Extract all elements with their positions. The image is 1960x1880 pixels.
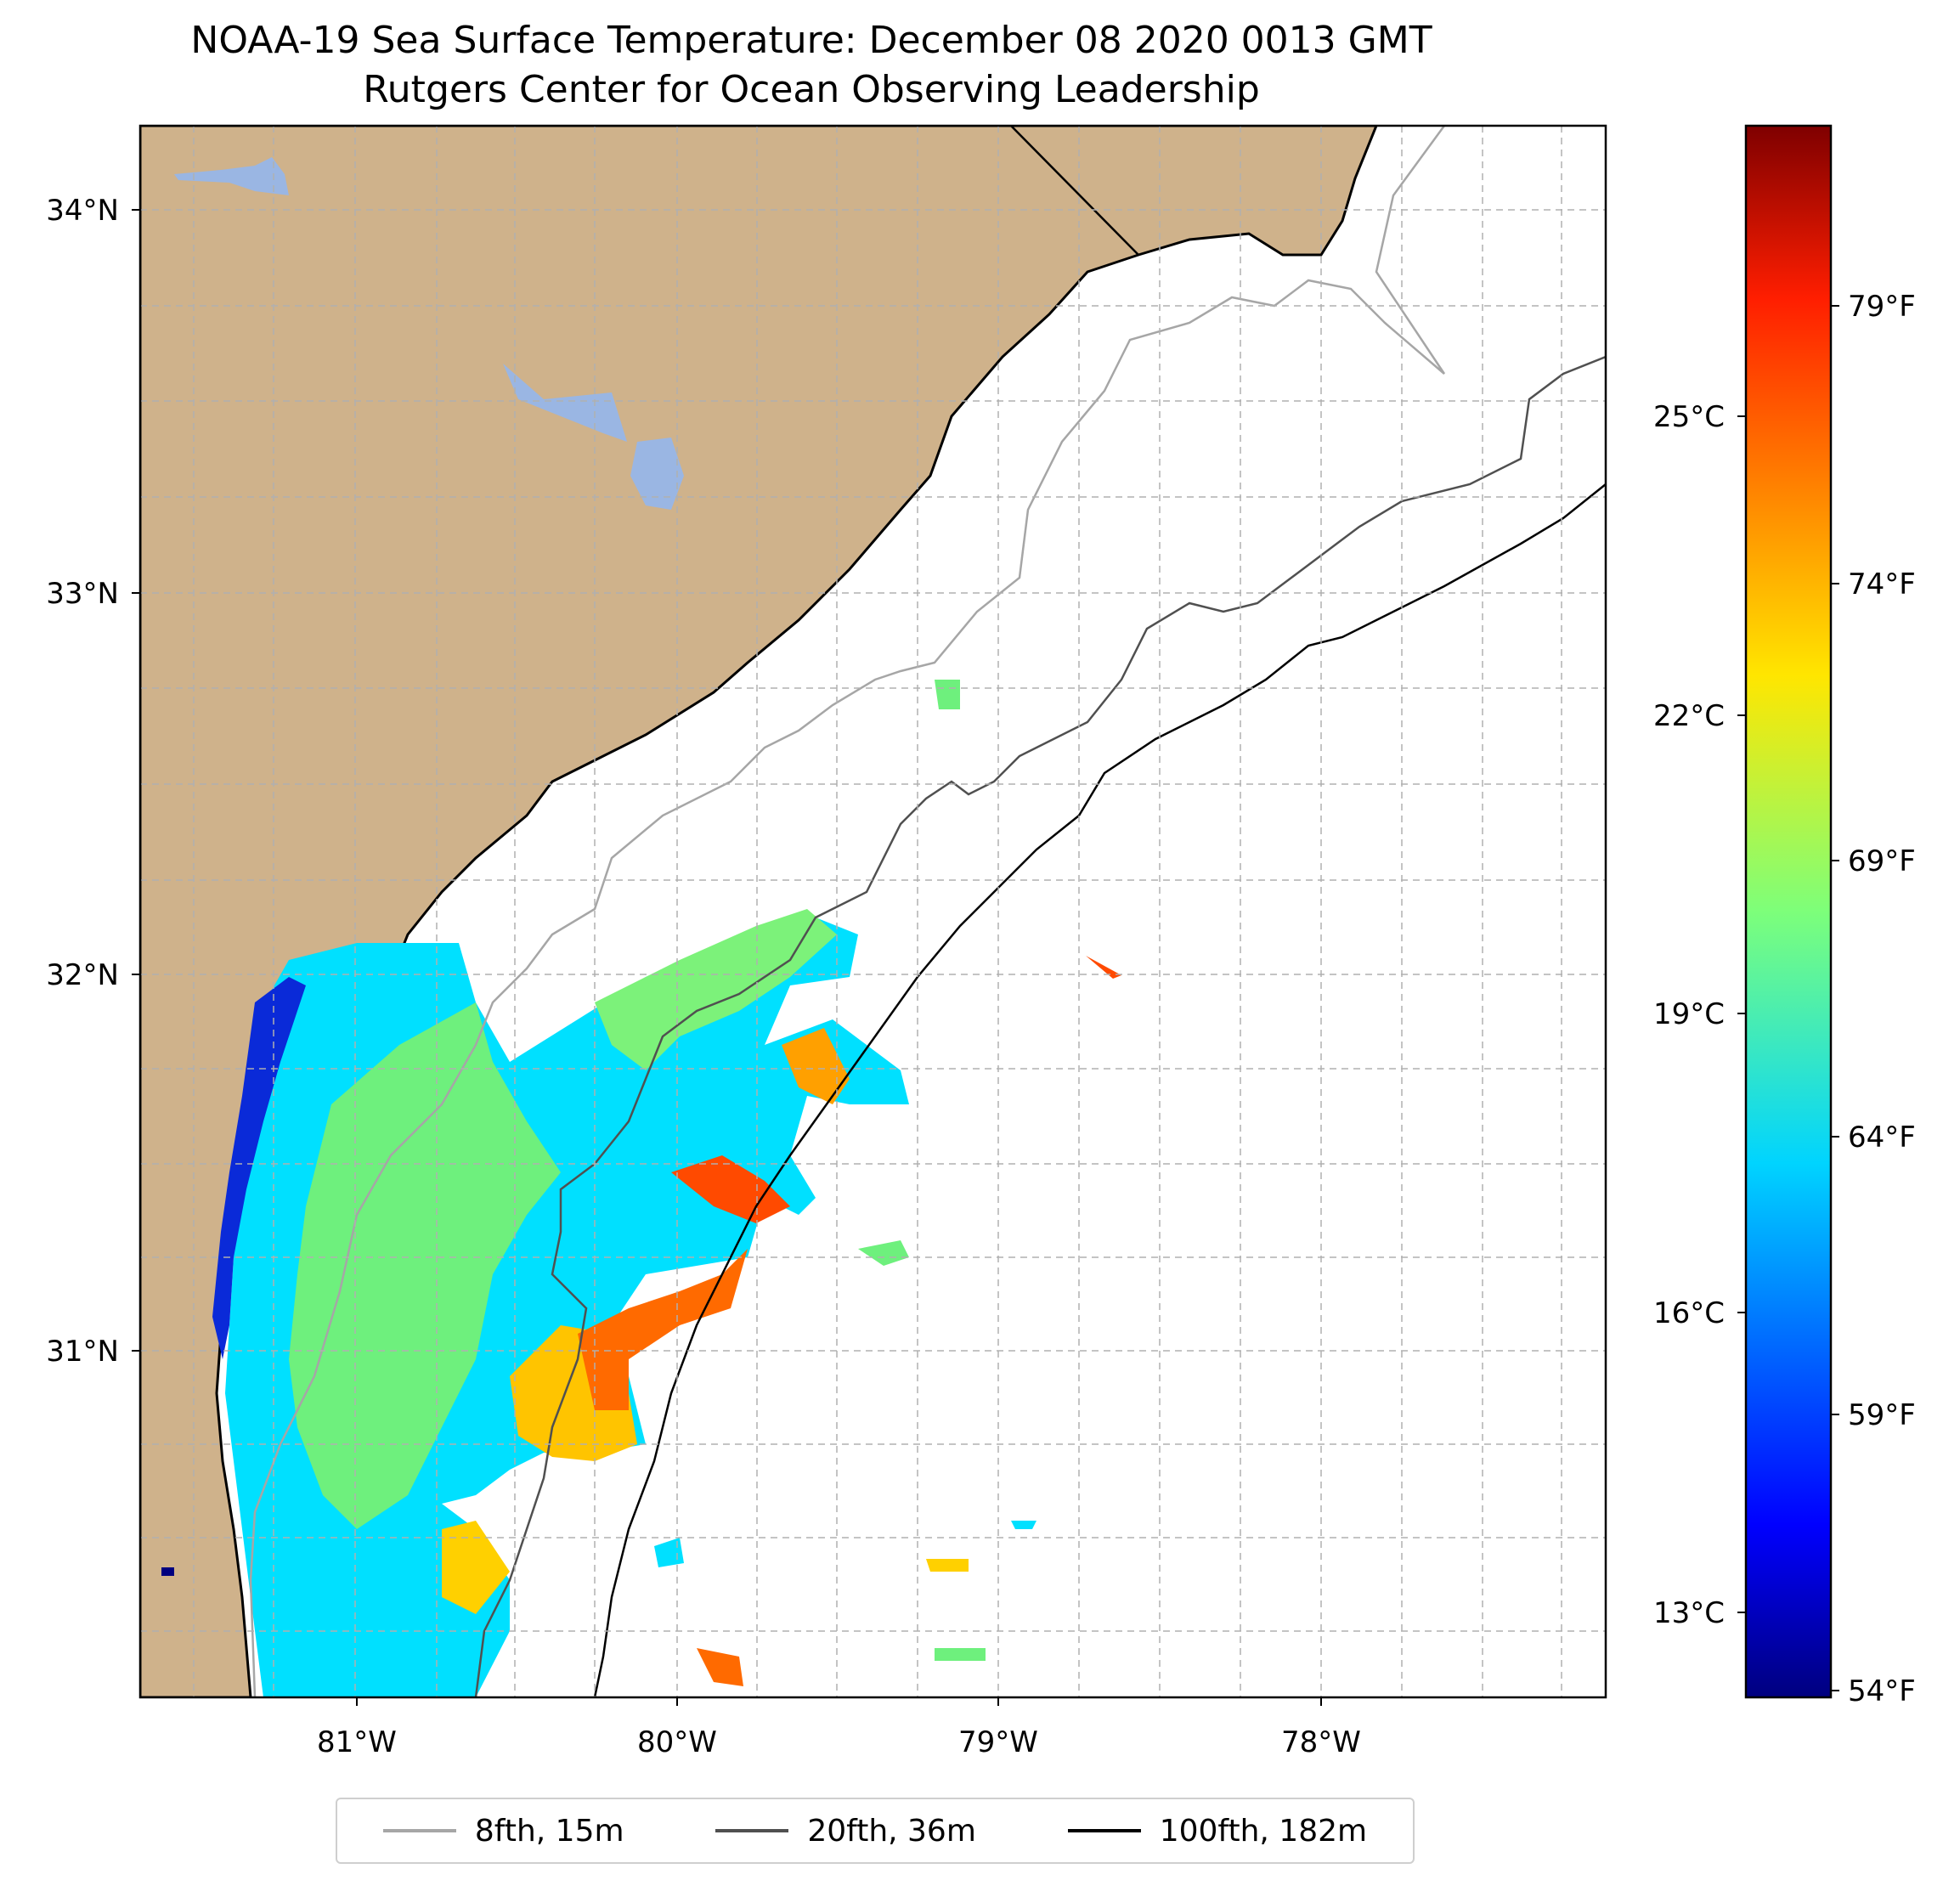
colorbar-fahrenheit-label: 59°F	[1848, 1398, 1916, 1432]
legend: 8fth, 15m 20fth, 36m 100fth, 182m	[336, 1798, 1415, 1864]
lake-moultrie	[630, 438, 684, 510]
map-title: NOAA-19 Sea Surface Temperature: Decembe…	[190, 19, 1432, 62]
colorbar-fahrenheit-label: 79°F	[1848, 290, 1916, 324]
legend-line-swatch	[382, 1829, 456, 1832]
lon-label: 80°W	[637, 1725, 717, 1759]
colorbar-celsius-label: 19°C	[1653, 997, 1725, 1031]
contour-36m	[474, 355, 1606, 1697]
map-subtitle: Rutgers Center for Ocean Observing Leade…	[363, 68, 1260, 111]
legend-line-swatch	[715, 1829, 789, 1832]
lon-label: 79°W	[958, 1725, 1038, 1759]
legend-item-15m: 8fth, 15m	[382, 1813, 624, 1849]
lat-label: 31°N	[46, 1335, 119, 1369]
lat-label: 33°N	[46, 577, 119, 611]
map-frame	[138, 124, 1607, 1699]
legend-label: 100fth, 182m	[1159, 1813, 1368, 1849]
lake-north	[174, 157, 289, 195]
lon-label: 78°W	[1281, 1725, 1361, 1759]
colorbar-fahrenheit-label: 69°F	[1848, 844, 1916, 878]
lat-label: 32°N	[46, 958, 119, 992]
colorbar	[1744, 124, 1833, 1699]
colorbar-fahrenheit-label: 74°F	[1848, 567, 1916, 601]
colorbar-celsius-label: 13°C	[1653, 1596, 1725, 1630]
axis-ticks	[132, 209, 1322, 1706]
contour-182m	[593, 483, 1606, 1697]
colorbar-celsius-label: 25°C	[1653, 400, 1725, 434]
lat-label: 34°N	[46, 194, 119, 228]
legend-label: 20fth, 36m	[807, 1813, 976, 1849]
colorbar-celsius-label: 16°C	[1653, 1296, 1725, 1330]
colorbar-fahrenheit-label: 54°F	[1848, 1674, 1916, 1708]
colorbar-celsius-label: 22°C	[1653, 699, 1725, 733]
lake-marion	[503, 364, 627, 442]
legend-line-swatch	[1067, 1829, 1141, 1832]
colorbar-fahrenheit-label: 64°F	[1848, 1121, 1916, 1155]
legend-item-36m: 20fth, 36m	[715, 1814, 976, 1849]
legend-item-182m: 100fth, 182m	[1067, 1813, 1368, 1849]
gridlines	[140, 126, 1606, 1697]
sst-data	[161, 680, 1121, 1697]
contour-15m	[249, 126, 1446, 1697]
lon-label: 81°W	[317, 1725, 397, 1759]
colorbar-ticks	[1737, 305, 1839, 1691]
legend-label: 8fth, 15m	[474, 1813, 624, 1849]
state-border	[1010, 126, 1139, 256]
